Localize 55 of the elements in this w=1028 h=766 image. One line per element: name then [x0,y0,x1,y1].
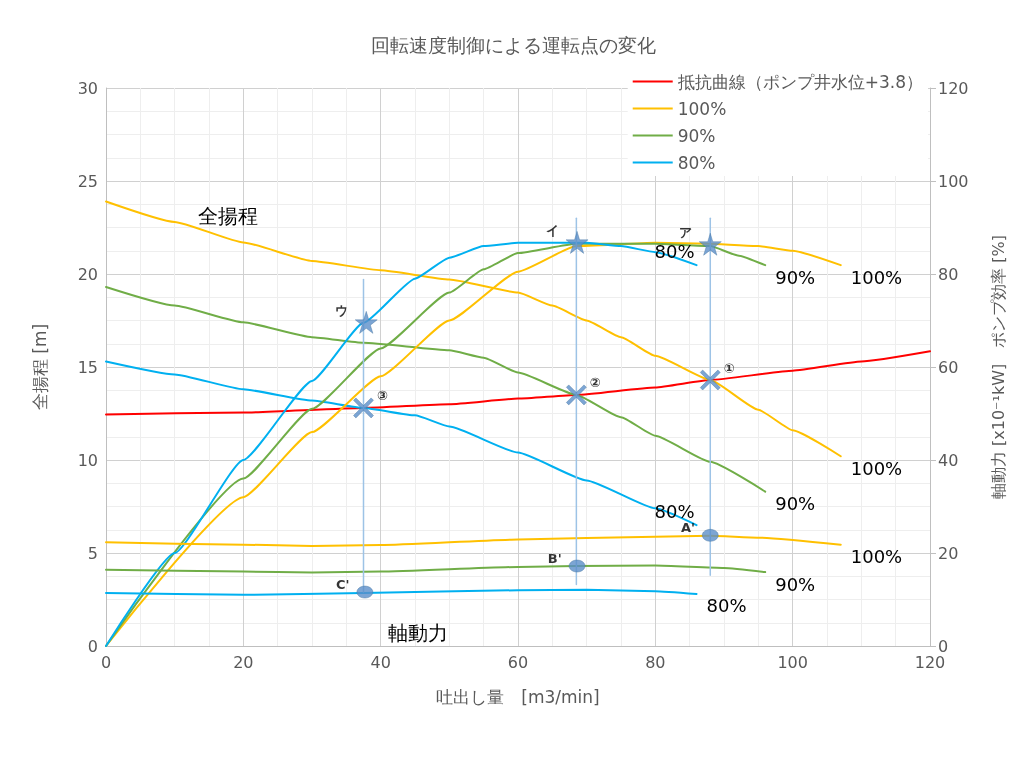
point [353,397,374,419]
y-tick-label: 30 [77,78,98,98]
text: 100% [850,457,903,479]
data-label: ウ [335,302,348,318]
legend-label: 80% [677,152,716,173]
legend-label: 90% [677,125,716,146]
y2-tick-label: 20 [938,543,959,563]
data-label: ② [589,375,601,391]
text: 90% [775,493,816,515]
point [356,585,374,599]
annotation: 軸動力 [388,621,448,645]
chart-title: 回転速度制御による運転点の変化 [370,33,656,56]
data-label: ③ [376,388,388,404]
y-axis-title: 全揚程 [m] [29,323,50,411]
data-label: A' [680,519,695,535]
point [699,232,722,256]
data-label: イ [545,222,559,238]
legend-label: 抵抗曲線（ポンプ井水位+3.8） [676,71,923,92]
y-tick-label: 15 [77,357,98,377]
series-label: 100% [850,546,903,568]
legend-label: 100% [677,98,727,119]
y-tick-label: 20 [77,264,98,284]
data-label: ア [679,224,693,240]
y2-axis-title: 軸動力 [x10⁻¹kW] ポンプ効率 [%] [988,234,1008,500]
y2-tick-label: 60 [938,357,959,377]
series-label: 90% [775,573,816,595]
series-label: 90% [775,266,816,288]
series-label: 100% [850,266,903,288]
point [355,311,378,334]
x-axis-title: 吐出し量 [m3/min] [436,686,600,707]
point [702,529,719,542]
x-tick-label: 100 [777,652,808,672]
data-label: C' [336,576,350,592]
point [700,369,721,391]
annotation: 全揚程 [198,204,258,228]
y2-tick-label: 120 [938,78,969,98]
point [565,231,589,254]
x-tick-label: 80 [645,652,666,672]
point [566,384,587,406]
y2-tick-label: 40 [938,450,959,470]
x-tick-label: 20 [233,652,254,672]
point [568,559,586,573]
series-label: 80% [654,240,695,262]
y-tick-label: 0 [87,636,98,656]
y2-tick-label: 100 [938,171,969,191]
x-tick-label: 60 [507,652,529,672]
y2-tick-label: 80 [938,264,959,284]
x-tick-label: 40 [370,652,391,672]
data-label: B' [547,550,562,566]
series-label: 80% [706,595,747,617]
y-tick-label: 25 [77,171,98,191]
y-tick-label: 5 [87,543,98,563]
x-tick-label: 0 [100,652,112,672]
data-label: ① [723,360,735,376]
y-tick-label: 10 [77,450,98,470]
